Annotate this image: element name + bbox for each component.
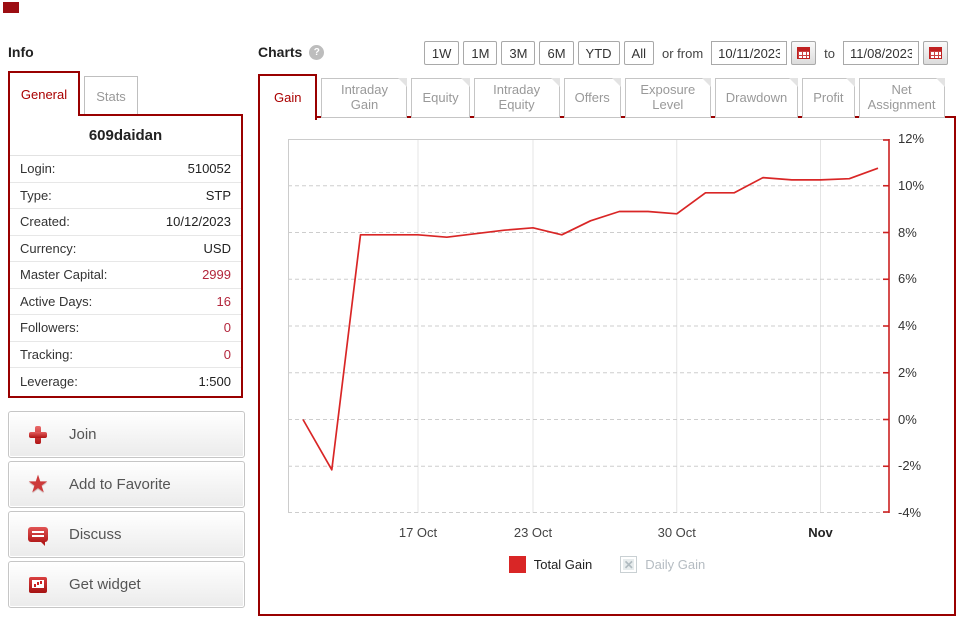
- info-panel: 609daidan Login: 510052 Type: STP Create…: [8, 114, 243, 398]
- info-row-label: Currency:: [20, 240, 77, 256]
- chart-tab[interactable]: Net Assignment: [858, 78, 945, 118]
- get-widget-label: Get widget: [69, 576, 141, 593]
- y-axis-tick-label: -4%: [898, 505, 922, 520]
- chart-tab[interactable]: Profit: [802, 78, 855, 118]
- info-row-label: Created:: [20, 214, 70, 230]
- chart-tab[interactable]: Exposure Level: [624, 78, 711, 118]
- gain-chart-svg: [288, 139, 890, 513]
- info-tab-general[interactable]: General: [8, 71, 80, 116]
- info-row-label: Followers:: [20, 320, 80, 336]
- range-button[interactable]: YTD: [577, 41, 620, 65]
- chart-tab[interactable]: Intraday Equity: [473, 78, 560, 118]
- range-button[interactable]: All: [623, 41, 654, 65]
- discuss-button[interactable]: Discuss: [8, 511, 245, 558]
- y-axis-tick-label: 4%: [898, 318, 917, 333]
- range-button[interactable]: 1W: [423, 41, 460, 65]
- x-axis-tick-label: 30 Oct: [657, 525, 696, 540]
- y-axis-tick-label: 6%: [898, 271, 917, 287]
- logo-fragment: [3, 2, 19, 13]
- chart-tab[interactable]: Equity: [411, 78, 470, 118]
- info-tab-stats[interactable]: Stats: [84, 76, 138, 116]
- charts-section-title: Charts: [258, 44, 303, 60]
- legend-swatch: ✕: [620, 556, 638, 573]
- info-row-value: 10/12/2023: [165, 214, 231, 230]
- info-row-label: Active Days:: [20, 293, 93, 309]
- account-name: 609daidan: [10, 116, 241, 156]
- plus-icon: [25, 422, 51, 448]
- gain-chart-panel: 12% 10% 8% 6% 4% 2% 0% -2% -4% 17 Oct 23 Oct 30 Oct…: [258, 116, 956, 616]
- y-axis-tick-label: -2%: [898, 458, 922, 474]
- calendar-to-button[interactable]: [923, 41, 948, 65]
- chart-legend: Total Gain ✕ Daily Gain: [260, 556, 954, 573]
- x-axis-tick-label: 17 Oct: [398, 525, 438, 540]
- info-row-value: 2999: [202, 267, 231, 283]
- info-table: Login: 510052 Type: STP Created: 10/12/2…: [10, 156, 241, 395]
- info-row-value: 16: [216, 293, 231, 309]
- discuss-button-label: Discuss: [69, 526, 122, 543]
- chart-tab[interactable]: Drawdown: [714, 78, 799, 118]
- star-icon: ★: [27, 470, 49, 498]
- chart-tab[interactable]: Gain: [258, 74, 318, 120]
- y-axis-tick-label: 2%: [898, 364, 917, 380]
- chart-tab[interactable]: Intraday Gain: [321, 78, 408, 118]
- add-to-favorite-button[interactable]: ★ Add to Favorite: [8, 461, 245, 508]
- info-row-label: Type:: [20, 187, 52, 203]
- date-to-input[interactable]: [843, 41, 919, 65]
- legend-item[interactable]: ✕ Daily Gain: [620, 556, 705, 573]
- info-table-row: Active Days: 16: [10, 289, 241, 315]
- join-button-label: Join: [69, 426, 97, 443]
- gain-chart-plot: [288, 139, 890, 513]
- x-axis-tick-label: 23 Oct: [513, 525, 553, 540]
- info-table-row: Tracking: 0: [10, 342, 241, 368]
- range-button[interactable]: 6M: [539, 41, 574, 65]
- info-table-row: Leverage: 1:500: [10, 368, 241, 395]
- info-table-row: Created: 10/12/2023: [10, 209, 241, 236]
- info-row-value: 510052: [187, 161, 231, 177]
- info-row-value: 1:500: [198, 373, 231, 389]
- range-button[interactable]: 3M: [501, 41, 536, 65]
- charts-header: Charts ?: [258, 44, 325, 60]
- legend-item[interactable]: Total Gain: [508, 556, 593, 573]
- range-button-group: 1W 1M 3M 6M YTD All: [423, 41, 654, 65]
- info-row-label: Master Capital:: [20, 267, 108, 283]
- info-section-title: Info: [8, 44, 34, 60]
- info-row-label: Leverage:: [20, 373, 78, 389]
- discuss-icon: [25, 522, 51, 548]
- calendar-from-button[interactable]: [791, 41, 817, 65]
- info-row-label: Tracking:: [20, 346, 73, 362]
- info-table-row: Followers: 0: [10, 315, 241, 342]
- get-widget-button[interactable]: Get widget: [8, 561, 245, 608]
- info-table-row: Login: 510052: [10, 156, 241, 183]
- info-row-value: USD: [203, 240, 231, 256]
- widget-icon: [25, 572, 51, 598]
- y-axis-tick-label: 0%: [898, 411, 917, 427]
- chart-tab-bar: Gain Intraday Gain Equity Intraday Equit…: [258, 72, 945, 120]
- or-from-label: or from: [661, 45, 704, 61]
- chart-tab[interactable]: Offers: [563, 78, 621, 118]
- info-row-value: 0: [223, 346, 231, 362]
- add-to-favorite-label: Add to Favorite: [69, 476, 171, 493]
- info-row-value: 0: [223, 320, 231, 336]
- help-icon[interactable]: ?: [309, 44, 325, 60]
- x-axis-tick-label: Nov: [808, 525, 833, 540]
- date-from-input[interactable]: [711, 41, 788, 65]
- legend-label: Total Gain: [533, 557, 593, 572]
- join-button[interactable]: Join: [8, 411, 245, 458]
- info-table-row: Type: STP: [10, 183, 241, 209]
- info-row-label: Login:: [20, 161, 56, 177]
- info-table-row: Currency: USD: [10, 236, 241, 262]
- y-axis-tick-label: 8%: [898, 224, 917, 240]
- calendar-icon: [797, 47, 811, 59]
- info-row-value: STP: [205, 187, 231, 203]
- y-axis-tick-label: 10%: [898, 177, 925, 193]
- y-axis-tick-label: 12%: [898, 131, 925, 146]
- legend-swatch: [508, 556, 526, 573]
- chart-toolbar: 1W 1M 3M 6M YTD All or from to: [423, 40, 948, 66]
- legend-label: Daily Gain: [645, 557, 706, 572]
- info-table-row: Master Capital: 2999: [10, 262, 241, 289]
- range-button[interactable]: 1M: [463, 41, 498, 65]
- calendar-icon: [929, 47, 942, 59]
- to-label: to: [824, 45, 835, 61]
